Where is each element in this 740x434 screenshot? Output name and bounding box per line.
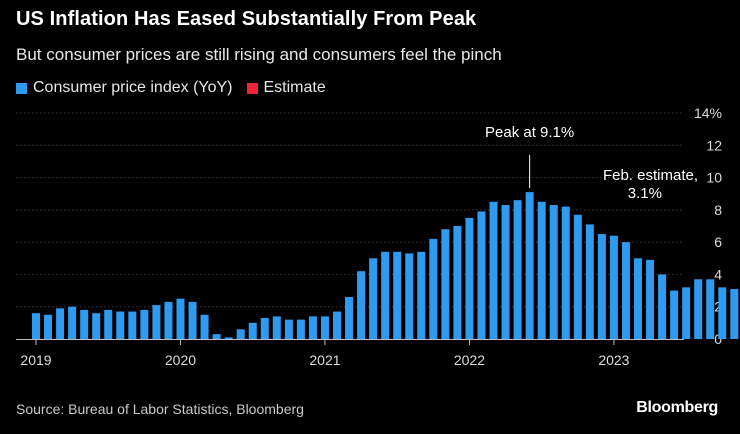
bar-cpi bbox=[44, 314, 53, 339]
bar-cpi bbox=[345, 297, 354, 339]
bar-cpi bbox=[260, 318, 269, 339]
x-tick-label: 2022 bbox=[454, 352, 485, 368]
bar-cpi bbox=[333, 311, 341, 339]
bar-cpi bbox=[80, 309, 89, 339]
legend-label-cpi: Consumer price index (YoY) bbox=[33, 79, 233, 96]
estimate-annotation-line2: 3.1% bbox=[628, 185, 662, 202]
bar-cpi bbox=[381, 251, 390, 339]
bar-cpi bbox=[164, 301, 173, 339]
bar-cpi bbox=[525, 192, 534, 339]
x-tick-label: 2020 bbox=[165, 352, 196, 368]
bar-cpi bbox=[140, 309, 149, 339]
chart-subtitle: But consumer prices are still rising and… bbox=[16, 45, 502, 64]
bar-cpi bbox=[658, 274, 667, 339]
bar-cpi bbox=[272, 316, 281, 339]
bar-cpi bbox=[56, 308, 65, 339]
bars bbox=[32, 192, 739, 339]
bar-cpi bbox=[128, 311, 137, 339]
bar-cpi bbox=[634, 258, 642, 339]
bar-cpi bbox=[357, 271, 366, 339]
bar-cpi bbox=[369, 258, 378, 339]
source-note: Source: Bureau of Labor Statistics, Bloo… bbox=[16, 401, 304, 417]
bar-cpi bbox=[116, 311, 125, 339]
bloomberg-logo: Bloomberg bbox=[636, 399, 718, 416]
legend-label-estimate: Estimate bbox=[263, 79, 326, 96]
bar-cpi bbox=[585, 224, 594, 339]
y-tick-label: 2 bbox=[714, 299, 722, 315]
bar-cpi bbox=[236, 329, 245, 339]
bar-cpi bbox=[429, 238, 438, 339]
x-tick-label: 2023 bbox=[598, 352, 629, 368]
y-tick-label: 10 bbox=[706, 170, 722, 186]
legend-swatch-cpi bbox=[16, 82, 27, 94]
y-tick-label: 0 bbox=[714, 331, 722, 347]
legend-swatch-estimate bbox=[246, 82, 258, 94]
bar-cpi bbox=[212, 334, 221, 339]
bar-cpi bbox=[453, 226, 462, 339]
bar-cpi bbox=[188, 301, 197, 339]
bar-cpi bbox=[200, 314, 209, 339]
bar-cpi bbox=[441, 229, 450, 339]
bar-cpi bbox=[152, 305, 161, 339]
bar-cpi bbox=[682, 287, 691, 339]
y-tick-label: 6 bbox=[714, 234, 722, 250]
bar-cpi bbox=[224, 337, 233, 339]
bar-cpi bbox=[320, 316, 329, 339]
bar-cpi bbox=[477, 211, 486, 339]
bar-cpi bbox=[621, 242, 630, 339]
bar-cpi bbox=[248, 322, 257, 339]
annotations: Peak at 9.1% Feb. estimate,3.1% bbox=[485, 124, 698, 202]
bar-cpi bbox=[597, 234, 606, 339]
x-tick-label: 2019 bbox=[20, 352, 51, 368]
y-tick-label: 14% bbox=[694, 105, 722, 121]
y-tick-label: 12 bbox=[706, 137, 722, 153]
bar-cpi bbox=[393, 251, 402, 339]
estimate-annotation-line1: Feb. estimate, bbox=[603, 167, 698, 184]
bar-cpi bbox=[284, 319, 293, 339]
bar-cpi bbox=[417, 251, 426, 339]
bar-cpi bbox=[646, 259, 655, 339]
legend-item-cpi: Consumer price index (YoY) bbox=[16, 79, 233, 97]
bar-cpi bbox=[513, 200, 522, 339]
peak-annotation: Peak at 9.1% bbox=[485, 124, 574, 141]
legend: Consumer price index (YoY) Estimate bbox=[16, 79, 340, 97]
chart-title: US Inflation Has Eased Substantially Fro… bbox=[16, 8, 477, 30]
bar-cpi bbox=[561, 206, 570, 339]
y-axis-ticks: 0 2 4 6 8 10 12 14% bbox=[694, 105, 722, 347]
y-tick-label: 4 bbox=[714, 266, 722, 282]
bar-cpi bbox=[308, 316, 317, 339]
bar-cpi bbox=[32, 313, 40, 339]
bar-cpi bbox=[670, 290, 679, 339]
bar-cpi bbox=[549, 205, 558, 339]
bar-cpi bbox=[92, 313, 101, 339]
bar-cpi bbox=[609, 235, 618, 339]
bar-cpi bbox=[694, 279, 703, 339]
bar-cpi bbox=[537, 201, 546, 339]
bar-cpi bbox=[296, 319, 305, 339]
bar-cpi bbox=[730, 288, 739, 339]
legend-item-estimate: Estimate bbox=[246, 79, 326, 97]
bar-cpi bbox=[501, 205, 510, 339]
x-axis: 201920202021202220232024 bbox=[16, 339, 684, 368]
bar-cpi bbox=[68, 306, 77, 339]
bar-cpi bbox=[465, 217, 474, 339]
bar-cpi bbox=[718, 287, 727, 339]
x-tick-label: 2021 bbox=[309, 352, 340, 368]
bar-cpi bbox=[573, 214, 582, 339]
y-tick-label: 8 bbox=[714, 202, 722, 218]
bar-cpi bbox=[405, 253, 414, 339]
grid-lines bbox=[16, 112, 684, 308]
bar-cpi bbox=[176, 298, 185, 339]
bar-cpi bbox=[104, 309, 113, 339]
bar-cpi bbox=[706, 279, 715, 339]
bar-cpi bbox=[489, 201, 498, 339]
